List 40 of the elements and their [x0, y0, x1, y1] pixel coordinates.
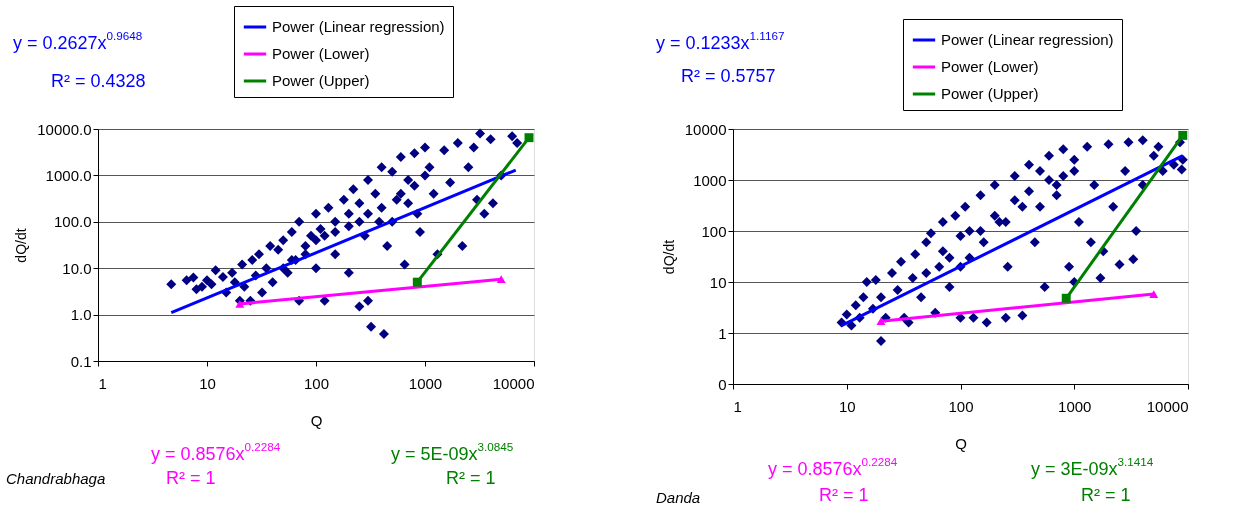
y-tick-label: 10000.0 [37, 120, 92, 138]
y-axis-title: dQ/dt [660, 239, 677, 275]
text: R² = 1 [1081, 485, 1131, 505]
legend-label: Power (Linear regression) [272, 18, 445, 35]
text: R² = 0.5757 [681, 66, 776, 86]
y-tick-label: 100 [701, 222, 727, 240]
legend-label: Power (Upper) [272, 72, 370, 89]
y-tick-label: 1.0 [70, 306, 92, 324]
y-tick-label: 1 [718, 324, 727, 342]
x-tick-label: 10000 [492, 374, 535, 392]
y-tick-label: 0.1 [70, 352, 92, 370]
x-tick-label: 1000 [1058, 397, 1092, 415]
legend-label: Power (Lower) [941, 58, 1039, 75]
x-tick-label: 1 [733, 397, 742, 415]
text: Chandrabhaga [6, 470, 106, 487]
y-axis-title: dQ/dt [13, 228, 30, 263]
x-tick-label: 10 [199, 374, 216, 392]
legend-label: Power (Upper) [941, 85, 1039, 102]
legend-label: Power (Lower) [272, 45, 370, 62]
legend-label: Power (Linear regression) [941, 31, 1114, 48]
y-tick-label: 0 [718, 375, 727, 393]
x-tick-label: 10 [838, 397, 856, 415]
y-tick-label: 100.0 [53, 213, 92, 231]
text: R² = 1 [166, 468, 216, 488]
y-tick-label: 10000 [684, 120, 727, 138]
x-axis-title: Q [955, 434, 967, 452]
text: Danda [656, 489, 701, 506]
x-axis-title: Q [310, 411, 323, 429]
x-tick-label: 100 [948, 397, 974, 415]
y-tick-label: 1000.0 [45, 166, 92, 184]
y-tick-label: 1000 [693, 171, 727, 189]
x-tick-label: 1 [98, 374, 107, 392]
y-tick-label: 10 [709, 273, 727, 291]
text: R² = 0.4328 [51, 71, 146, 91]
x-tick-label: 1000 [408, 374, 443, 392]
text: R² = 1 [819, 485, 869, 505]
y-tick-label: 10.0 [62, 259, 92, 277]
x-tick-label: 10000 [1146, 397, 1189, 415]
x-tick-label: 100 [303, 374, 330, 392]
text: R² = 1 [446, 468, 496, 488]
